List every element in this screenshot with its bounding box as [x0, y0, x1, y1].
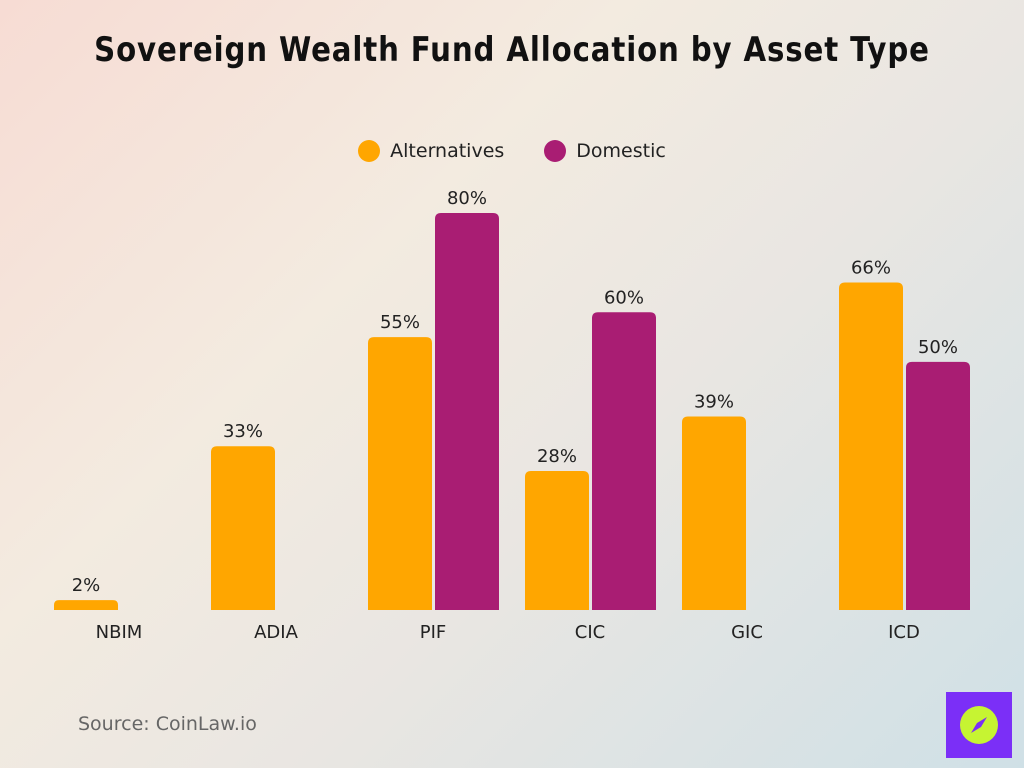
- bar-alternatives-icd: [839, 282, 903, 610]
- data-label-alternatives-icd: 66%: [851, 257, 891, 278]
- legend-label-domestic: Domestic: [576, 140, 666, 162]
- chart-title: Sovereign Wealth Fund Allocation by Asse…: [94, 30, 930, 70]
- bar-domestic-icd: [906, 361, 970, 610]
- data-label-alternatives-gic: 39%: [694, 391, 734, 412]
- legend: Alternatives Domestic: [0, 140, 1024, 162]
- data-label-domestic-icd: 50%: [918, 337, 958, 358]
- bar-alternatives-nbim: [54, 600, 118, 610]
- data-label-domestic-cic: 60%: [604, 287, 644, 308]
- data-label-alternatives-cic: 28%: [537, 446, 577, 467]
- data-label-domestic-pif: 80%: [447, 188, 487, 209]
- bar-alternatives-cic: [525, 471, 589, 610]
- bar-alternatives-gic: [682, 416, 746, 610]
- legend-label-alternatives: Alternatives: [390, 140, 505, 162]
- x-tick-label-pif: PIF: [420, 622, 447, 643]
- x-tick-label-cic: CIC: [575, 622, 605, 643]
- bar-domestic-cic: [592, 312, 656, 610]
- legend-swatch-domestic: [544, 140, 567, 162]
- data-label-alternatives-nbim: 2%: [72, 575, 101, 596]
- x-tick-label-gic: GIC: [731, 622, 763, 643]
- data-label-alternatives-adia: 33%: [223, 421, 263, 442]
- legend-item-alternatives: Alternatives: [358, 140, 504, 162]
- compass-icon: [946, 692, 1012, 758]
- legend-swatch-alternatives: [358, 140, 381, 162]
- bar-domestic-pif: [435, 213, 499, 610]
- x-tick-label-icd: ICD: [888, 622, 920, 643]
- legend-item-domestic: Domestic: [544, 140, 666, 162]
- source-note: Source: CoinLaw.io: [78, 713, 257, 735]
- bar-alternatives-pif: [368, 337, 432, 610]
- x-tick-label-nbim: NBIM: [96, 622, 143, 643]
- x-tick-label-adia: ADIA: [254, 622, 298, 643]
- bar-alternatives-adia: [211, 446, 275, 610]
- data-label-alternatives-pif: 55%: [380, 312, 420, 333]
